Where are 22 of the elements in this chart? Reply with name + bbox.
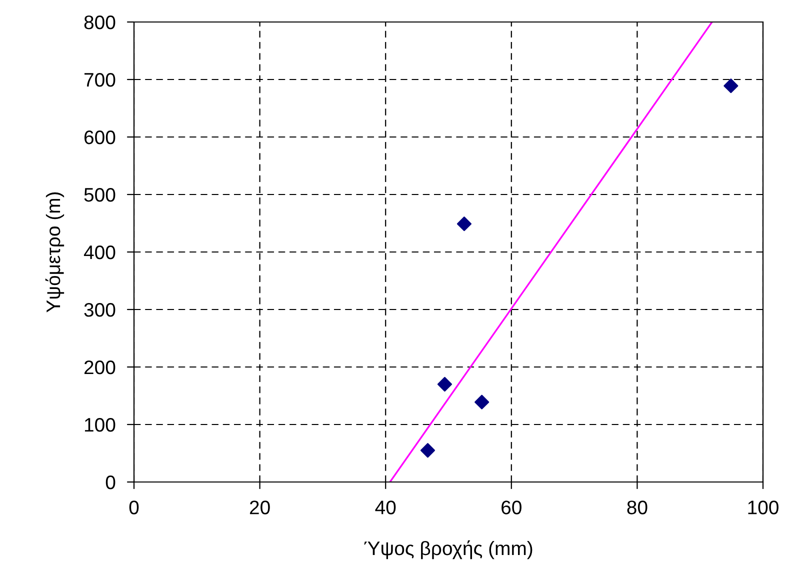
y-tick-label: 400 [84, 245, 116, 260]
y-tick-label: 500 [84, 188, 116, 202]
y-axis-title: Υψόμετρο (m) [45, 192, 64, 312]
point [724, 78, 738, 94]
x-tick-label: 100 [748, 500, 778, 514]
x-tick-label: 20 [250, 500, 270, 514]
y-tick-label: 200 [84, 360, 116, 374]
x-tick-label: 0 [129, 500, 139, 514]
y-tick-label: 100 [84, 418, 116, 432]
y-tick-label: 800 [84, 15, 116, 30]
x-tick-label: 80 [627, 500, 648, 514]
x-tick-label: 40 [375, 500, 396, 514]
y-tick-label: 0 [106, 475, 116, 490]
x-tick-label: 60 [502, 500, 522, 514]
y-tick-label: 700 [84, 72, 116, 87]
x-axis-title: Ύψος βροχής (mm) [364, 540, 532, 560]
point [420, 443, 436, 458]
point [437, 376, 452, 392]
point [474, 394, 490, 410]
y-tick-label: 300 [84, 302, 116, 317]
y-tick-label: 600 [84, 130, 116, 144]
point [456, 216, 472, 232]
